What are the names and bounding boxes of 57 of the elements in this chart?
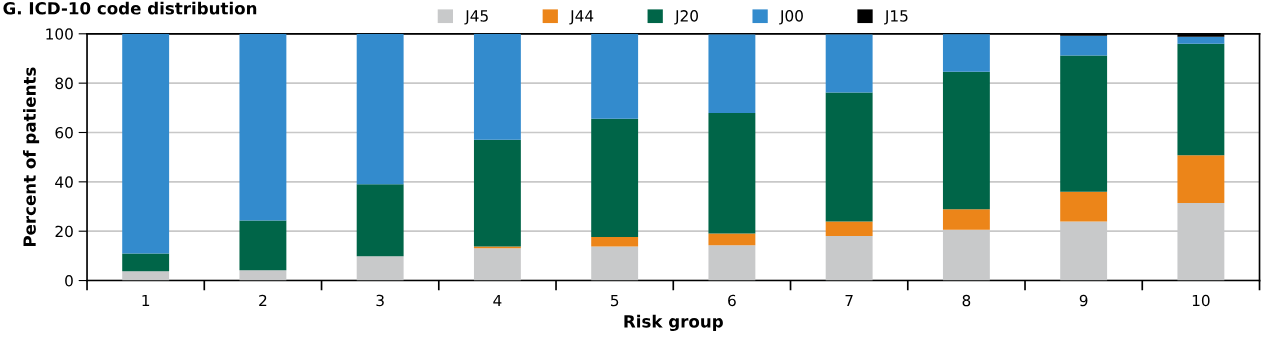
bar (708, 233, 756, 246)
y-tick-label: 100 (46, 28, 73, 40)
bar (473, 33, 521, 140)
bar (591, 118, 639, 238)
bar (239, 220, 287, 271)
x-tick-label: 10 (1192, 294, 1210, 307)
x-tick-label: 4 (493, 294, 502, 307)
bar (942, 71, 990, 210)
bar (473, 248, 521, 281)
y-tick-label: 80 (55, 77, 73, 90)
bar (825, 235, 873, 281)
bar (825, 92, 873, 222)
bar (239, 270, 287, 281)
bar (942, 34, 990, 72)
y-tick-label: 20 (55, 225, 73, 238)
bar (1060, 191, 1108, 222)
bar (1060, 35, 1108, 56)
bar (942, 209, 990, 230)
bar (1177, 36, 1225, 44)
bar (122, 253, 170, 272)
bar (122, 33, 170, 254)
bar (708, 245, 756, 281)
bar (708, 34, 756, 113)
x-tick-label: 8 (962, 294, 971, 307)
bar (356, 184, 404, 257)
legend-label: J44 (569, 10, 594, 25)
bar (825, 34, 873, 93)
bar (122, 271, 170, 281)
y-tick-label: 60 (55, 126, 73, 139)
y-tick-label: 0 (65, 275, 73, 287)
bar (825, 221, 873, 236)
x-tick-label: 1 (142, 294, 150, 307)
y-axis-title: Percent of patients (23, 67, 40, 247)
chart-title: G. ICD-10 code distribution (3, 1, 257, 15)
x-tick-label: 6 (728, 294, 736, 307)
x-tick-label: 2 (259, 294, 267, 307)
x-tick-label: 9 (1079, 294, 1088, 307)
x-tick-label: 3 (376, 294, 384, 307)
bar (1060, 55, 1108, 192)
x-tick-label: 5 (610, 294, 619, 307)
bar (473, 139, 521, 247)
bar (356, 256, 404, 281)
bar (356, 33, 404, 185)
bar (708, 113, 756, 234)
bar (1177, 155, 1225, 204)
bar (1177, 43, 1225, 156)
bar (591, 237, 639, 247)
bar (239, 33, 287, 221)
bar (591, 33, 639, 119)
x-tick-label: 7 (845, 294, 853, 307)
legend-label: J20 (674, 10, 698, 25)
legend-label: J00 (779, 10, 803, 25)
legend-label: J45 (464, 10, 488, 25)
legend-label: J15 (884, 10, 908, 25)
x-axis-title: Risk group (624, 314, 723, 332)
y-tick-label: 40 (55, 176, 73, 188)
bar (591, 246, 639, 281)
